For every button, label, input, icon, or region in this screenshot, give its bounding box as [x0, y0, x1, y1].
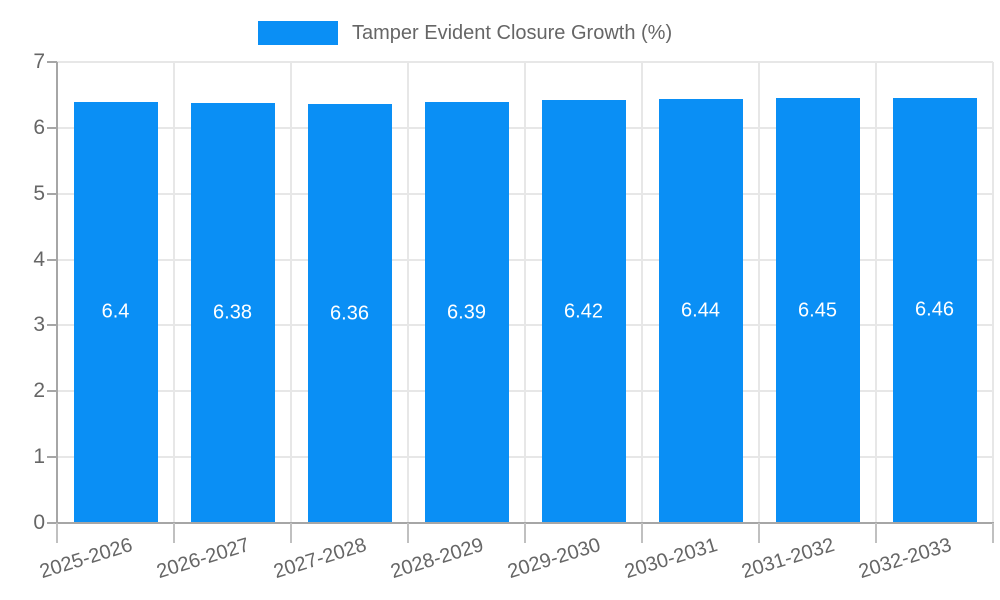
v-gridline: [875, 62, 877, 523]
x-axis-label: 2025-2026: [37, 534, 135, 584]
v-gridline: [758, 62, 760, 523]
y-tick-label: 0: [33, 511, 45, 534]
y-tick-label: 7: [33, 50, 45, 73]
legend-swatch: [258, 21, 338, 45]
x-tick: [992, 523, 994, 543]
y-tick-label: 3: [33, 313, 45, 337]
bar-value-label: 6.44: [681, 299, 720, 322]
x-axis-label: 2026-2027: [154, 534, 252, 584]
legend-label: Tamper Evident Closure Growth (%): [352, 21, 673, 44]
bar: 6.36: [307, 104, 392, 523]
x-axis-label: 2028-2029: [388, 534, 486, 584]
bar: 6.44: [658, 98, 743, 523]
x-axis-label: 2027-2028: [271, 534, 369, 584]
y-tick-label: 6: [33, 115, 45, 139]
x-tick: [524, 523, 526, 543]
x-tick: [173, 523, 175, 543]
y-tick-label: 2: [33, 379, 45, 403]
v-gridline: [524, 62, 526, 523]
bar-value-label: 6.39: [447, 301, 486, 324]
bar: 6.45: [775, 98, 860, 523]
bar: 6.42: [541, 100, 626, 523]
y-tick: [47, 390, 57, 393]
x-tick: [641, 523, 643, 543]
y-tick: [47, 522, 57, 524]
y-tick: [47, 61, 57, 63]
y-tick-label: 5: [33, 181, 45, 205]
y-tick: [47, 258, 57, 261]
y-tick: [47, 192, 57, 195]
plot-area: 6.4 6.38 6.36 6.39 6.42 6.44 6.45 6.46 0 1 2 3 4 5 6 7: [33, 50, 994, 543]
bar-value-label: 6.46: [915, 298, 954, 321]
bar: 6.38: [190, 102, 275, 523]
x-axis-label: 2029-2030: [505, 534, 603, 584]
y-axis-line: [56, 62, 58, 543]
bar-value-label: 6.36: [330, 302, 369, 325]
x-axis-label: 2030-2031: [622, 534, 720, 584]
x-tick: [875, 523, 877, 543]
bar: 6.39: [424, 102, 509, 523]
y-tick: [47, 324, 57, 327]
x-axis-label: 2031-2032: [739, 534, 837, 584]
x-tick: [290, 523, 292, 543]
y-tick-label: 4: [33, 247, 45, 271]
bar-value-label: 6.38: [213, 301, 252, 324]
x-tick: [407, 523, 409, 543]
legend-item[interactable]: Tamper Evident Closure Growth (%): [258, 19, 672, 47]
bar: 6.4: [73, 101, 158, 523]
v-gridline: [407, 62, 409, 523]
x-tick: [758, 523, 760, 543]
bar-value-label: 6.42: [564, 300, 603, 323]
v-gridline: [992, 62, 994, 523]
x-axis-label: 2032-2033: [856, 534, 954, 584]
v-gridline: [173, 62, 175, 523]
bar-value-label: 6.4: [101, 300, 130, 323]
v-gridline: [641, 62, 643, 523]
y-tick: [47, 126, 57, 129]
v-gridline: [290, 62, 292, 523]
x-tick: [56, 523, 58, 543]
y-tick: [47, 456, 57, 459]
bar: 6.46: [892, 97, 977, 523]
bar-value-label: 6.45: [798, 299, 837, 322]
y-tick-label: 1: [33, 445, 45, 469]
